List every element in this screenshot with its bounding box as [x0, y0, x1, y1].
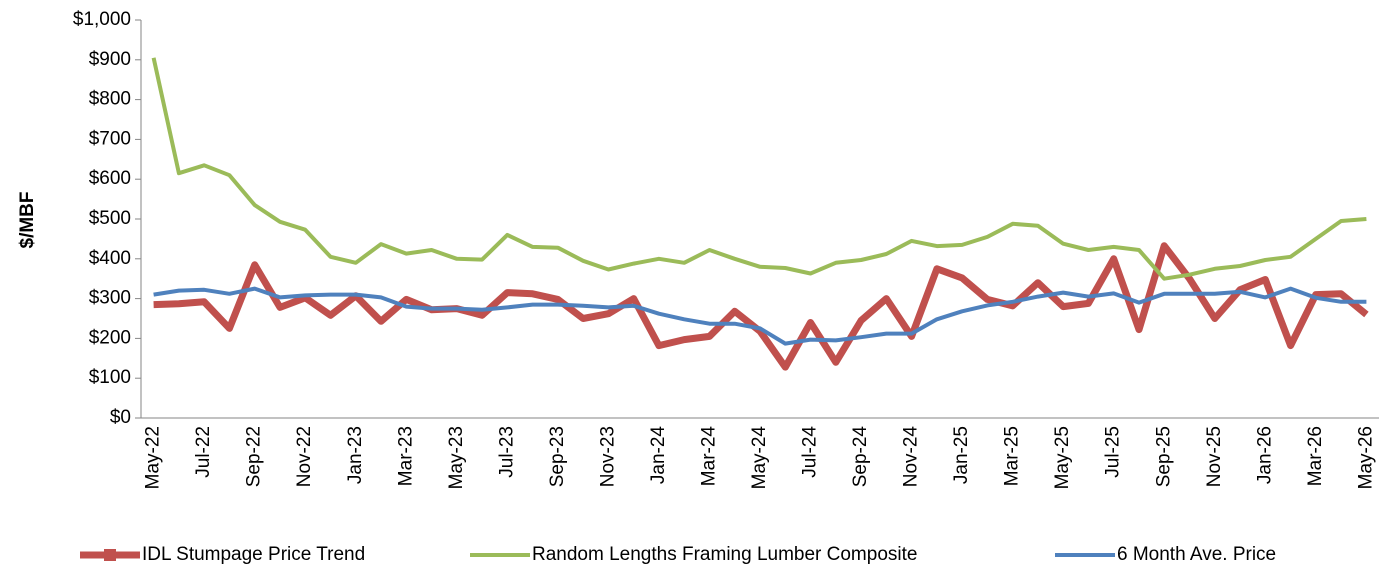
legend-label: Random Lengths Framing Lumber Composite: [532, 544, 917, 565]
x-tick-label: Jan-24: [648, 426, 669, 485]
x-tick-label: Sep-23: [547, 426, 568, 487]
x-tick-label: Sep-22: [244, 426, 265, 487]
y-tick-label: $700: [89, 128, 131, 149]
x-tick-label: Jul-24: [800, 426, 821, 478]
x-tick-label: Mar-26: [1305, 426, 1326, 486]
y-tick-label: $900: [89, 49, 131, 70]
x-tick-label: Nov-25: [1204, 426, 1225, 487]
y-axis-label: $/MBF: [17, 192, 38, 249]
series-line: [151, 57, 1367, 281]
x-tick-label: Jan-25: [951, 426, 972, 484]
x-tick-label: Sep-25: [1153, 426, 1174, 487]
x-tick-label: Mar-25: [1002, 426, 1023, 486]
x-tick-label: Jul-25: [1103, 426, 1124, 478]
y-tick-label: $600: [89, 168, 131, 189]
x-tick-label: May-22: [143, 426, 164, 489]
series-line: [153, 286, 1367, 346]
x-tick-label: Jan-26: [1254, 426, 1275, 484]
y-tick-label: $500: [89, 208, 131, 229]
y-tick-label: $400: [89, 248, 131, 269]
x-tick-label: Mar-23: [395, 426, 416, 486]
x-tick-label: Sep-24: [850, 426, 871, 488]
y-tick-label: $100: [89, 367, 131, 388]
x-tick-label: May-25: [1052, 426, 1073, 489]
legend-label: IDL Stumpage Price Trend: [142, 544, 365, 565]
y-tick-label: $200: [89, 327, 131, 348]
x-tick-label: May-26: [1355, 426, 1376, 489]
x-tick-label: Jul-22: [193, 426, 214, 478]
y-tick-label: $1,000: [73, 9, 131, 30]
x-tick-label: Nov-23: [597, 426, 618, 487]
series-line: [153, 242, 1369, 371]
x-tick-label: Nov-22: [294, 426, 315, 487]
x-tick-label: Mar-24: [698, 426, 719, 487]
y-tick-label: $0: [110, 407, 131, 428]
x-tick-label: Jul-23: [496, 426, 517, 478]
x-tick-label: May-24: [749, 426, 770, 490]
y-tick-label: $800: [89, 89, 131, 110]
x-tick-label: Nov-24: [901, 426, 922, 488]
legend-marker: [104, 549, 116, 561]
x-tick-label: Jan-23: [345, 426, 366, 484]
y-tick-label: $300: [89, 288, 131, 309]
legend-label: 6 Month Ave. Price: [1117, 544, 1276, 565]
x-tick-label: May-23: [446, 426, 467, 489]
